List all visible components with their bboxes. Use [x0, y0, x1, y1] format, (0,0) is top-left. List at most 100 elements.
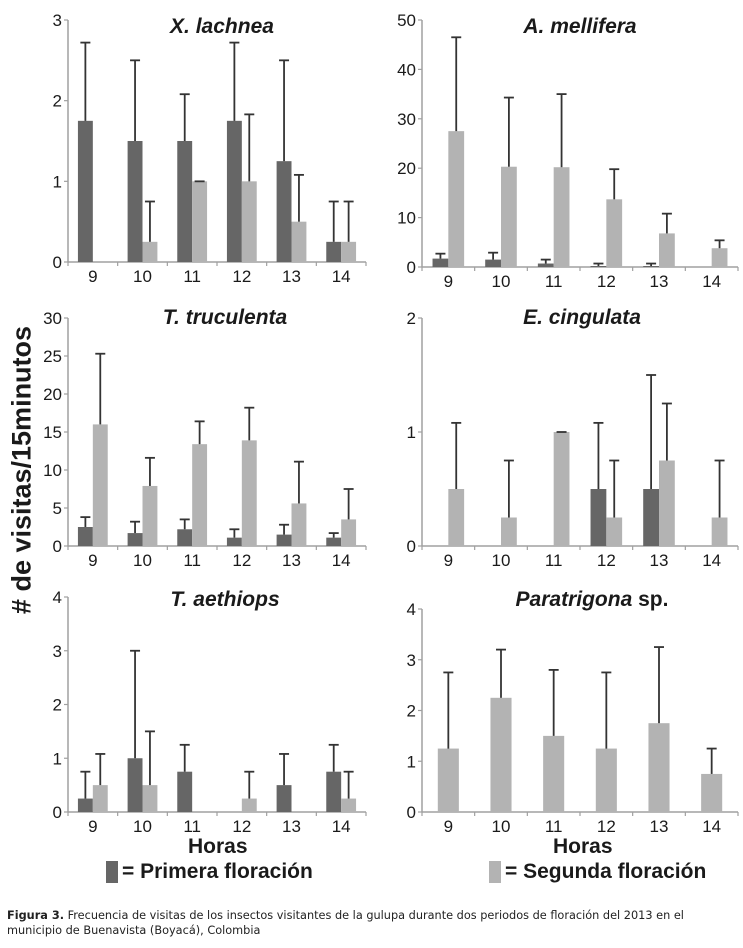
x-tick-label: 12: [597, 817, 616, 836]
x-tick-label: 10: [492, 551, 511, 570]
bar: [432, 258, 449, 267]
x-tick-label: 11: [183, 551, 201, 570]
y-tick-label: 0: [407, 803, 416, 822]
bar: [276, 534, 292, 546]
bar: [276, 161, 292, 262]
bar: [490, 697, 512, 812]
bar: [501, 517, 517, 546]
x-tick-label: 13: [282, 817, 301, 836]
x-tick-label: 12: [597, 551, 616, 570]
x-tick-label: 14: [702, 817, 721, 836]
legend-item-segunda: = Segunda floración: [489, 860, 706, 884]
bar: [590, 266, 607, 267]
bar: [127, 533, 143, 546]
x-tick-label: 9: [88, 551, 97, 570]
y-tick-label: 5: [53, 499, 62, 518]
chart-title: A. mellifera: [522, 15, 637, 38]
y-tick-label: 0: [407, 258, 416, 277]
bar: [177, 141, 193, 262]
x-tick-label: 9: [88, 267, 97, 286]
x-tick-label: 9: [444, 272, 453, 291]
y-tick-label: 10: [397, 209, 416, 228]
bar: [77, 527, 93, 546]
x-axis-label-left: Horas: [188, 835, 248, 858]
x-tick-label: 10: [133, 267, 152, 286]
y-tick-label: 2: [53, 92, 62, 111]
y-tick-label: 40: [397, 60, 416, 79]
chart-title: Paratrigona sp.: [516, 588, 669, 611]
figure-caption: Figura 3. Frecuencia de visitas de los i…: [7, 908, 739, 938]
bar: [553, 167, 570, 267]
bar: [606, 517, 623, 546]
y-axis-label-container: # de visitas/15minutos: [0, 280, 44, 660]
x-tick-label: 13: [650, 817, 669, 836]
chart-title-italic: Paratrigona: [516, 588, 633, 611]
y-tick-label: 25: [43, 347, 62, 366]
bar: [437, 748, 459, 812]
legend-swatch-primera: [106, 861, 118, 883]
x-tick-label: 10: [133, 551, 152, 570]
bar: [77, 120, 93, 262]
y-tick-label: 2: [407, 702, 416, 721]
bar: [241, 798, 257, 812]
bar: [276, 785, 292, 812]
chart-title-italic: X. lachnea: [169, 15, 274, 38]
bar: [142, 241, 158, 262]
chart-title: X. lachnea: [169, 15, 274, 38]
bar: [241, 181, 257, 262]
bar: [226, 537, 242, 546]
caption-text: Frecuencia de visitas de los insectos vi…: [7, 909, 684, 937]
bar: [127, 141, 143, 262]
y-tick-label: 4: [53, 588, 62, 607]
x-tick-label: 9: [444, 817, 453, 836]
bar: [291, 503, 307, 546]
chart-title-italic: A. mellifera: [522, 15, 637, 38]
bar: [341, 241, 357, 262]
bar: [648, 723, 670, 812]
bar: [341, 798, 357, 812]
y-tick-label: 15: [43, 423, 62, 442]
bar: [595, 748, 617, 812]
bar: [711, 248, 728, 267]
bar: [501, 166, 517, 267]
y-tick-label: 30: [43, 309, 62, 328]
x-tick-label: 14: [702, 551, 721, 570]
x-tick-label: 10: [133, 817, 152, 836]
x-tick-label: 14: [332, 267, 351, 286]
x-tick-label: 9: [444, 551, 453, 570]
legend-item-primera: = Primera floración: [106, 860, 313, 884]
x-tick-label: 13: [650, 272, 669, 291]
bar: [326, 241, 342, 262]
bar: [606, 199, 623, 267]
y-tick-label: 30: [397, 110, 416, 129]
bar: [485, 259, 501, 267]
bar: [177, 771, 193, 812]
chart-title-italic: T. aethiops: [170, 588, 279, 611]
chart-title-suffix: sp.: [632, 588, 668, 611]
bar: [711, 517, 728, 546]
y-tick-label: 50: [397, 11, 416, 30]
y-axis-label: # de visitas/15minutos: [6, 325, 37, 615]
x-tick-label: 12: [232, 267, 251, 286]
y-tick-label: 1: [407, 423, 416, 442]
y-tick-label: 1: [53, 172, 62, 191]
bar: [659, 233, 675, 267]
y-tick-label: 3: [53, 11, 62, 30]
chart-title: T. truculenta: [163, 306, 288, 329]
bar: [448, 489, 465, 546]
x-tick-label: 14: [332, 551, 351, 570]
bar: [177, 529, 193, 546]
bar: [241, 440, 257, 546]
bar: [326, 537, 342, 546]
y-tick-label: 20: [43, 385, 62, 404]
x-tick-label: 9: [88, 817, 97, 836]
bar: [92, 785, 108, 812]
y-tick-label: 0: [53, 803, 62, 822]
x-tick-label: 12: [232, 551, 251, 570]
legend-swatch-segunda: [489, 861, 501, 883]
y-tick-label: 2: [407, 309, 416, 328]
legend-label-segunda: = Segunda floración: [505, 860, 707, 883]
bar: [142, 785, 158, 812]
x-tick-label: 13: [282, 551, 301, 570]
